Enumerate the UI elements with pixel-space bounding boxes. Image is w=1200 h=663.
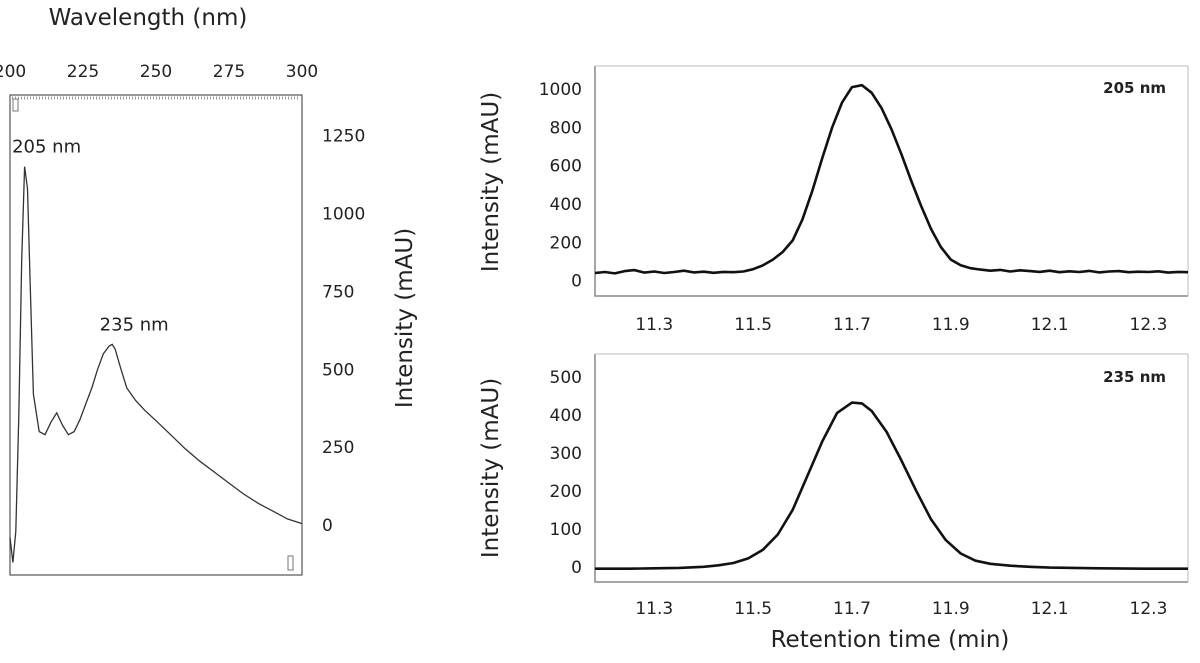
peak-annotation: 205 nm <box>12 137 81 158</box>
y-tick-label: 0 <box>322 516 333 536</box>
y-tick-label: 1000 <box>539 80 582 100</box>
uv-spectrum-line <box>9 166 303 563</box>
chrom-205-line <box>594 83 1189 275</box>
x-tick-label: 11.3 <box>635 599 673 619</box>
chrom-235-axes <box>594 354 1188 583</box>
y-tick-label: 250 <box>322 438 354 458</box>
y-tick-label: 300 <box>550 444 582 464</box>
uv-peak-annotations: 205 nm 235 nm <box>12 137 169 336</box>
y-tick-label: 200 <box>550 482 582 502</box>
x-tick-label: 250 <box>140 62 172 82</box>
y-tick-label: 600 <box>550 157 582 177</box>
y-tick-label: 400 <box>550 195 582 215</box>
x-tick-label: 12.1 <box>1031 599 1069 619</box>
chromatogram-205-panel: 205 nm 11.3 11.5 11.7 11.9 12.1 12.3 0 200 400 6… <box>478 65 1189 335</box>
uv-spectrum-panel: Wavelength (nm) 200 225 250 275 300 0 250 500 7… <box>0 5 418 576</box>
x-tick-label: 11.9 <box>932 599 970 619</box>
y-tick-label: 400 <box>550 406 582 426</box>
x-tick-label: 11.9 <box>932 315 970 335</box>
y-tick-label: 750 <box>322 282 354 302</box>
chrom-235-x-axis-title: Retention time (min) <box>771 627 1010 653</box>
y-tick-label: 100 <box>550 520 582 540</box>
chrom-235-y-ticks: 0 100 200 300 400 500 <box>550 368 582 578</box>
uv-corner-marker-top <box>12 98 19 112</box>
x-tick-label: 275 <box>213 62 245 82</box>
x-tick-label: 11.5 <box>734 599 772 619</box>
x-tick-label: 11.3 <box>635 315 673 335</box>
uv-y-ticks: 0 250 500 750 1000 1250 <box>322 127 365 537</box>
x-tick-label: 11.5 <box>734 315 772 335</box>
chrom-205-label: 205 nm <box>1103 79 1166 97</box>
chrom-205-y-ticks: 0 200 400 600 800 1000 <box>539 80 582 292</box>
chrom-235-y-axis-title: Intensity (mAU) <box>478 378 504 558</box>
uv-plot-frame <box>9 94 303 576</box>
y-tick-label: 1000 <box>322 204 365 224</box>
chrom-235-x-ticks: 11.3 11.5 11.7 11.9 12.1 12.3 <box>635 599 1167 619</box>
y-tick-label: 200 <box>550 233 582 253</box>
x-tick-label: 12.3 <box>1130 599 1168 619</box>
y-tick-label: 1250 <box>322 127 365 147</box>
uv-x-ticks: 200 225 250 275 300 <box>0 62 318 82</box>
x-tick-label: 12.3 <box>1130 315 1168 335</box>
x-tick-label: 11.7 <box>833 599 871 619</box>
chromatogram-235-panel: 235 nm 11.3 11.5 11.7 11.9 12.1 12.3 0 100 200 3… <box>478 353 1189 653</box>
x-tick-label: 12.1 <box>1031 315 1069 335</box>
peak-annotation: 235 nm <box>100 314 169 335</box>
uv-corner-marker-bottom <box>287 555 294 571</box>
y-tick-label: 500 <box>322 360 354 380</box>
chrom-235-line <box>595 401 1188 570</box>
chrom-205-y-axis-title: Intensity (mAU) <box>478 92 504 272</box>
chrom-205-axes <box>594 66 1188 297</box>
y-tick-label: 500 <box>550 368 582 388</box>
uv-x-axis-title: Wavelength (nm) <box>49 5 248 31</box>
chrom-205-x-ticks: 11.3 11.5 11.7 11.9 12.1 12.3 <box>635 315 1167 335</box>
x-tick-label: 300 <box>286 62 318 82</box>
uv-y-axis-title: Intensity (mAU) <box>392 228 418 408</box>
x-tick-label: 225 <box>67 62 99 82</box>
x-tick-label: 11.7 <box>833 315 871 335</box>
x-tick-label: 200 <box>0 62 26 82</box>
y-tick-label: 800 <box>550 118 582 138</box>
chrom-235-label: 235 nm <box>1103 368 1166 386</box>
y-tick-label: 0 <box>571 558 582 578</box>
y-tick-label: 0 <box>571 272 582 292</box>
